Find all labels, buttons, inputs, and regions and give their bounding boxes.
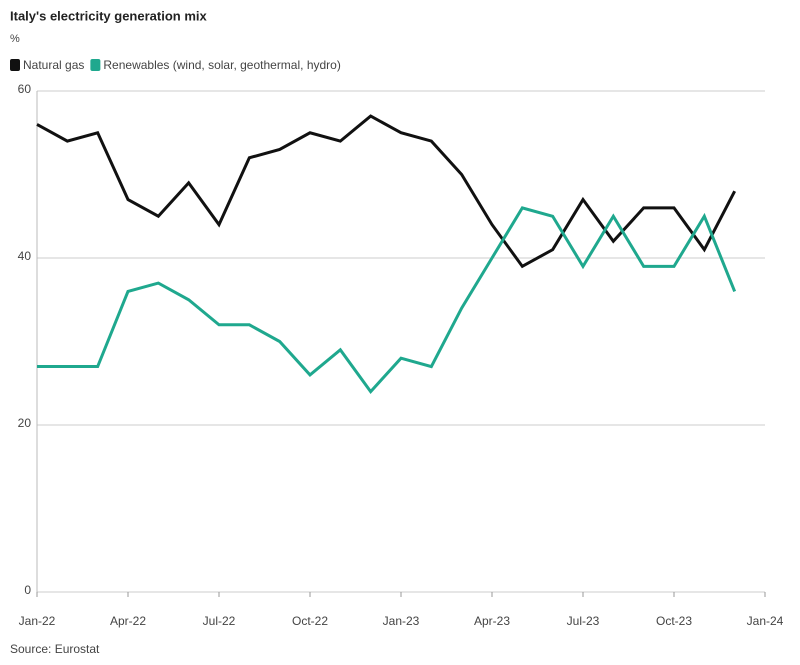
y-tick-label: 0 xyxy=(24,583,31,597)
x-tick-label: Oct-23 xyxy=(656,614,692,628)
x-tick-label: Jan-22 xyxy=(19,614,56,628)
legend-swatch xyxy=(90,59,101,71)
series-line xyxy=(36,114,736,269)
y-tick-label: 20 xyxy=(18,416,32,430)
legend-label: Natural gas xyxy=(23,58,84,72)
x-tick-label: Apr-23 xyxy=(474,614,510,628)
y-tick-label: 40 xyxy=(18,249,32,263)
source: Source: Eurostat xyxy=(10,642,100,656)
series-line xyxy=(37,206,737,394)
legend-swatch xyxy=(10,59,20,71)
chart-title: Italy's electricity generation mix xyxy=(10,8,207,23)
x-tick-label: Jul-22 xyxy=(203,614,236,628)
chart-subtitle: % xyxy=(10,33,20,45)
x-tick-label: Jan-23 xyxy=(383,614,420,628)
x-tick-label: Apr-22 xyxy=(110,614,146,628)
x-tick-label: Oct-22 xyxy=(292,614,328,628)
legend-label: Renewables (wind, solar, geothermal, hyd… xyxy=(103,58,340,72)
x-tick-label: Jan-24 xyxy=(747,614,784,628)
y-tick-label: 60 xyxy=(18,82,32,96)
x-tick-label: Jul-23 xyxy=(567,614,600,628)
